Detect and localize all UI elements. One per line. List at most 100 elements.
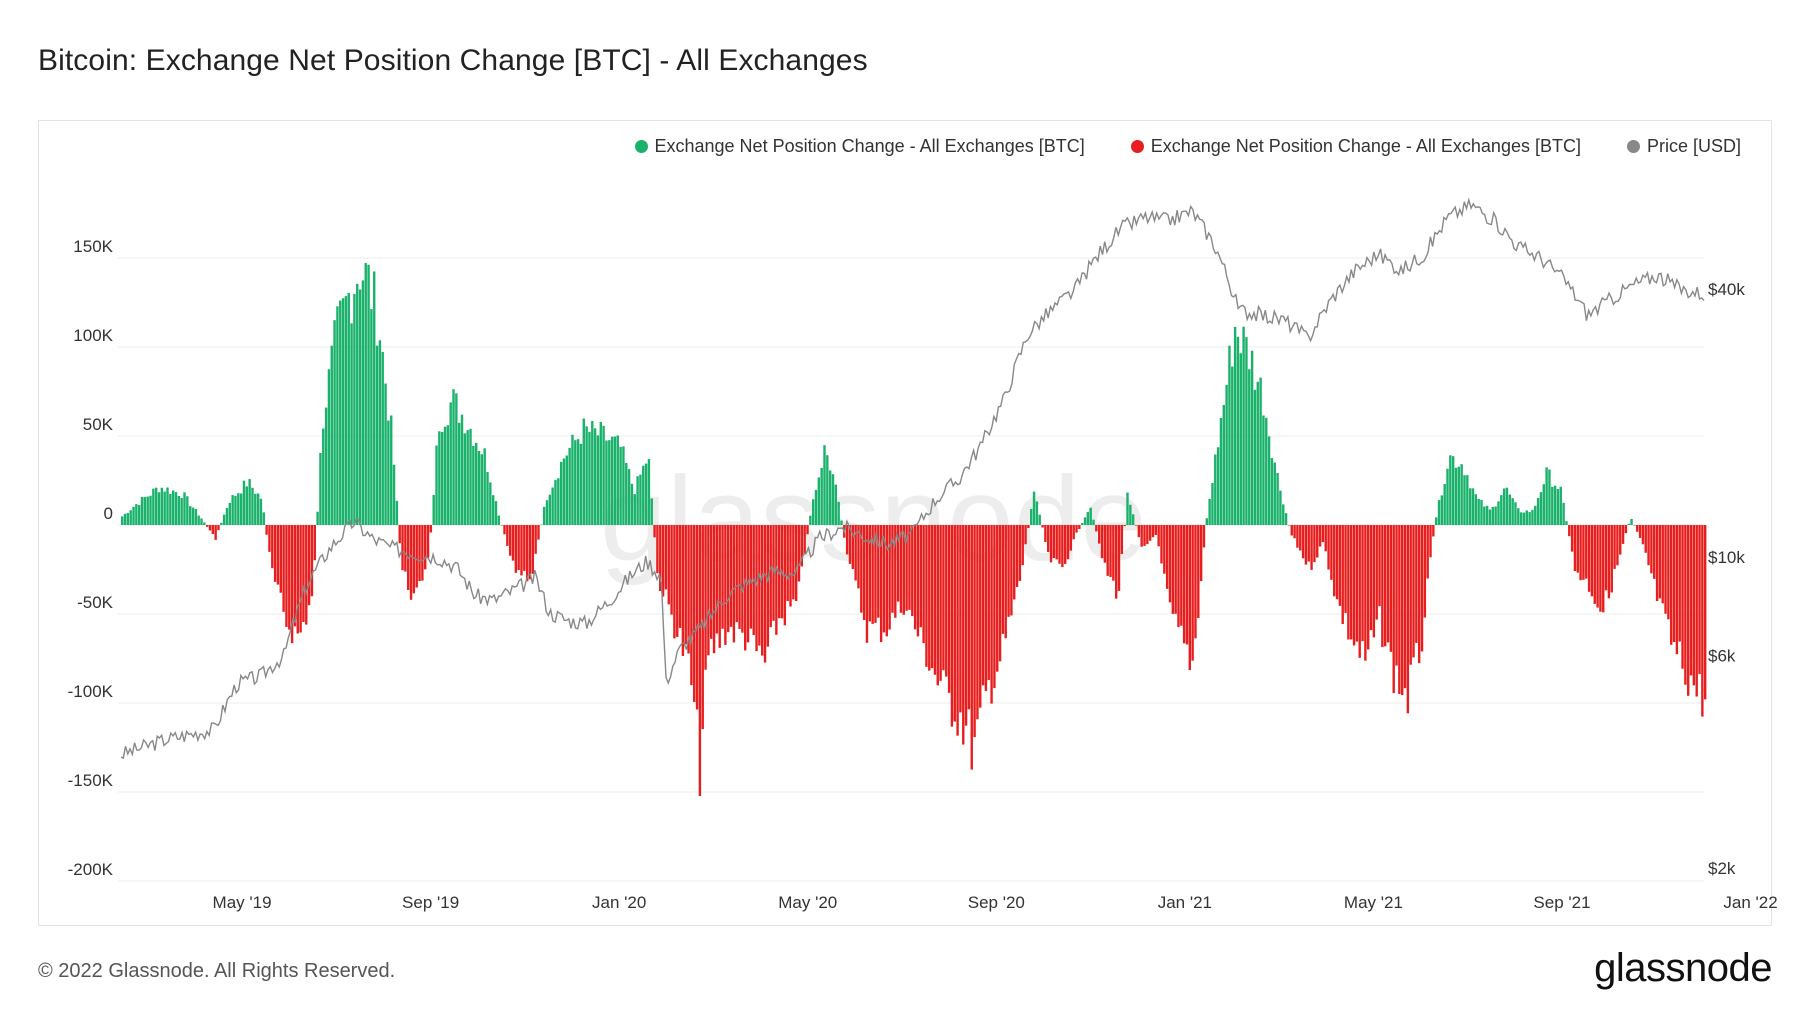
bar-negative [1406,525,1410,714]
bar-positive [814,489,818,525]
bar-negative [993,525,996,689]
bar-negative [1672,525,1676,642]
bar-positive [177,496,181,525]
bar-negative [1120,525,1124,554]
bar-positive [1228,345,1231,525]
bar-negative [676,525,679,637]
bar-negative [429,525,433,533]
bar-positive [455,393,458,525]
bar-negative [690,525,693,686]
bar-positive [245,486,248,525]
bar-positive [557,478,560,525]
bar-negative [1333,525,1336,597]
bar-negative [1202,525,1206,548]
bar-negative [1638,525,1642,538]
bar-negative [1313,525,1316,563]
glassnode-logo[interactable]: glassnode [1594,946,1772,990]
bar-positive [647,459,651,525]
bar-negative [1069,525,1073,551]
bar-positive [387,420,390,525]
bar-negative [894,525,897,618]
bar-negative [1163,525,1166,574]
bar-positive [554,479,557,525]
bar-positive [1219,417,1223,525]
bar-positive [1080,523,1084,525]
bar-positive [384,383,387,525]
bar-positive [140,497,144,525]
bar-positive [1259,377,1262,525]
bar-negative [1378,525,1381,607]
bar-negative [1636,525,1639,532]
chart-frame [38,120,1772,926]
bar-negative [806,525,809,535]
bar-negative [749,525,753,629]
bar-positive [121,516,124,525]
bar-negative [777,525,781,619]
bar-positive [353,293,356,525]
bar-negative [1335,525,1339,600]
bar-negative [1301,525,1305,559]
bar-positive [599,421,602,525]
bar-negative [523,525,526,571]
bar-negative [996,525,999,672]
bar-positive [1494,506,1497,525]
bar-positive [1035,501,1039,525]
bar-negative [673,525,676,639]
bar-negative [1168,525,1172,603]
bar-positive [160,487,164,525]
bar-negative [426,525,430,558]
bar-positive [1539,492,1543,525]
bar-positive [642,465,645,525]
y-left-tick-label: -150K [68,771,114,790]
bar-negative [724,525,727,645]
bar-negative [659,525,662,592]
bar-negative [1701,525,1704,717]
legend-item-inflow[interactable]: Exchange Net Position Change - All Excha… [634,136,1085,157]
bar-positive [540,524,543,526]
bar-negative [925,525,928,667]
bar-positive [152,488,155,525]
bar-negative [1610,525,1613,593]
bar-negative [1058,525,1061,564]
bar-positive [463,433,467,525]
bar-positive [1454,467,1458,525]
bar-positive [1242,326,1245,525]
bar-positive [237,493,240,525]
bar-negative [293,525,297,627]
bar-positive [1565,521,1568,525]
bar-positive [319,452,322,525]
bar-positive [625,463,628,525]
bar-positive [347,292,350,525]
bar-negative [273,525,277,582]
bar-negative [732,525,736,643]
bar-positive [1485,505,1489,525]
bar-positive [1284,513,1288,525]
y-left-tick-label: -50K [77,593,114,612]
bar-positive [126,513,130,525]
bar-positive [443,426,447,525]
bar-negative [735,525,738,623]
bar-negative [1114,525,1118,599]
bar-negative [1392,525,1395,694]
legend-item-outflow[interactable]: Exchange Net Position Change - All Excha… [1130,136,1581,157]
bar-negative [758,525,761,646]
bar-positive [588,431,591,525]
legend-item-price[interactable]: Price [USD] [1626,136,1741,157]
bar-positive [375,345,379,525]
y-axis-right: $2k $6k $10k $40k [1708,280,1745,878]
bar-negative [1151,525,1155,538]
bar-positive [477,450,481,525]
bar-positive [327,369,331,525]
bar-negative [877,525,880,618]
bar-negative [285,525,288,627]
bar-positive [1126,492,1129,525]
bar-negative [514,525,518,573]
bar-positive [248,479,251,525]
bar-negative [786,525,789,602]
bar-negative [307,525,311,606]
bar-negative [990,525,993,704]
bar-negative [1403,525,1407,689]
bar-negative [860,525,863,613]
bar-positive [183,492,186,525]
bar-negative [1613,525,1616,569]
